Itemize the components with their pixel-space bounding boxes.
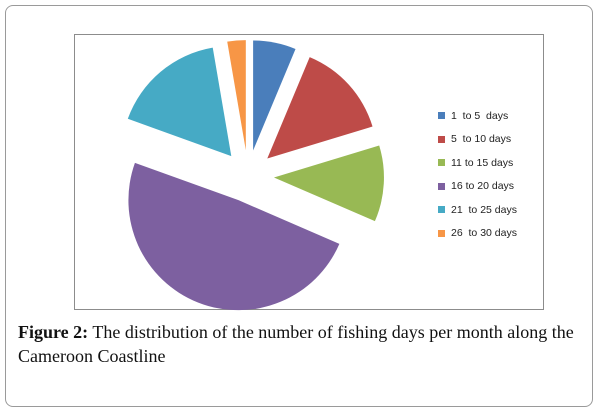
pie-slice-1 <box>253 40 296 151</box>
legend-swatch <box>438 112 445 120</box>
caption-label: Figure 2: <box>18 322 89 342</box>
legend-label: 26 to 30 days <box>451 227 517 240</box>
legend-swatch <box>438 229 445 237</box>
pie-slice-4 <box>128 162 340 311</box>
legend-label: 11 to 15 days <box>451 156 514 169</box>
legend-label: 21 to 25 days <box>451 203 517 216</box>
legend-label: 5 to 10 days <box>451 133 512 146</box>
legend-swatch <box>438 182 445 190</box>
caption-text: The distribution of the number of fishin… <box>18 322 574 366</box>
legend-swatch <box>438 206 445 214</box>
legend-swatch <box>438 135 445 143</box>
legend-item-5: 21 to 25 days <box>438 198 517 222</box>
legend-item-6: 26 to 30 days <box>438 222 517 246</box>
pie-slice-2 <box>267 57 373 159</box>
pie-slice-3 <box>273 145 384 222</box>
pie-slice-6 <box>227 40 246 151</box>
legend-item-3: 11 to 15 days <box>438 151 517 175</box>
chart-legend: 1 to 5 days 5 to 10 days 11 to 15 days 16 t… <box>438 104 517 245</box>
legend-item-4: 16 to 20 days <box>438 175 517 199</box>
figure-caption: Figure 2: The distribution of the number… <box>18 320 588 368</box>
legend-label: 16 to 20 days <box>451 180 515 193</box>
pie-slice-5 <box>127 47 232 157</box>
legend-swatch <box>438 159 445 167</box>
legend-label: 1 to 5 days <box>451 109 509 122</box>
legend-item-2: 5 to 10 days <box>438 128 517 152</box>
legend-item-1: 1 to 5 days <box>438 104 517 128</box>
